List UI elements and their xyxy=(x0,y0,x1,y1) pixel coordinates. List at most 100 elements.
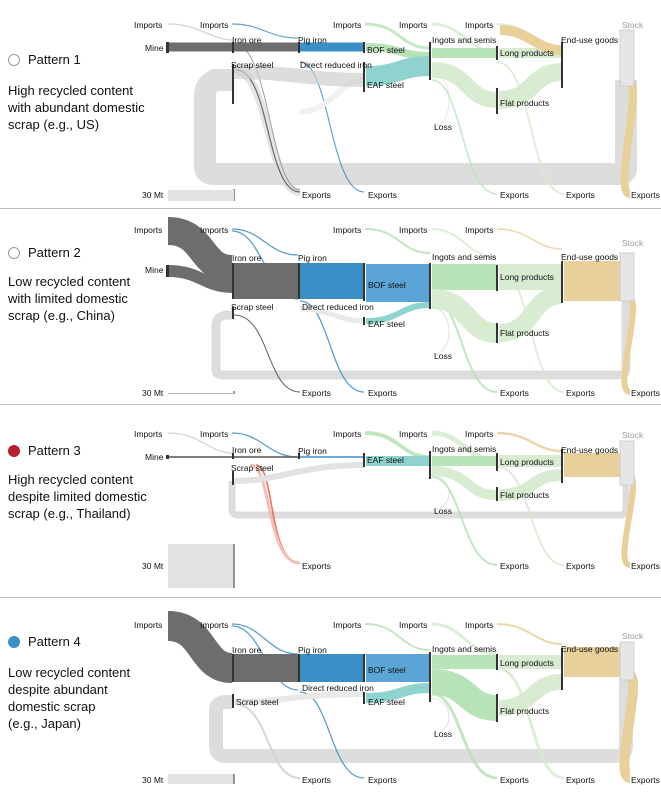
flow-imports-steel xyxy=(364,623,431,651)
flow-flat-to-enduse xyxy=(498,469,563,501)
label-ingots: Ingots and semis xyxy=(432,644,496,654)
flow-imports-ore-pig xyxy=(231,228,299,256)
label-imports-ingots: Imports xyxy=(399,225,427,235)
flow-imports-to-bof xyxy=(167,23,235,41)
flow-ingots-exports xyxy=(431,79,498,195)
label-exp-goods: Exports xyxy=(631,388,660,398)
node-scrap xyxy=(232,307,234,319)
node-flat xyxy=(496,487,498,501)
label-scale: 30 Mt xyxy=(142,190,164,200)
label-end-use: End-use goods xyxy=(561,445,618,455)
pattern-4-header: Pattern 4 xyxy=(8,634,81,649)
label-exp-products: Exports xyxy=(566,561,595,571)
flow-imports-raw-to-ore xyxy=(166,217,234,283)
flow-pig-exports xyxy=(299,691,365,779)
flow-scrap-grey xyxy=(233,462,365,484)
pattern-1-marker[interactable] xyxy=(8,53,20,66)
label-ingots: Ingots and semis xyxy=(432,444,496,454)
flow-imports-ingots xyxy=(431,228,497,258)
label-exp-goods: Exports xyxy=(631,775,660,785)
label-imports-steel: Imports xyxy=(333,620,361,630)
sankey-diagram-2: Imports Mine Imports Iron ore Scrap stee… xyxy=(134,217,660,398)
sankey-diagram-1: Imports Mine Imports Iron ore Scrap stee… xyxy=(134,20,660,201)
label-mine: Mine xyxy=(145,265,164,275)
label-exp-ingots: Exports xyxy=(500,561,529,571)
label-dri: Direct reduced iron xyxy=(302,683,374,693)
label-imports-ingots: Imports xyxy=(399,620,427,630)
node-scrap xyxy=(232,64,234,104)
pattern-2-header: Pattern 2 xyxy=(8,245,81,260)
label-long: Long products xyxy=(500,48,554,58)
node-eaf xyxy=(363,692,365,704)
label-pig-iron: Pig iron xyxy=(298,253,327,263)
label-end-use: End-use goods xyxy=(561,35,618,45)
label-exp-scrap: Exports xyxy=(302,190,331,200)
flow-ingots-loss xyxy=(429,306,450,356)
label-imports-raw: Imports xyxy=(134,429,162,439)
label-stock: Stock xyxy=(622,631,644,641)
label-eaf: EAF steel xyxy=(367,80,404,90)
pattern-3-label: Pattern 3 xyxy=(28,443,81,458)
label-exp-goods: Exports xyxy=(631,190,660,200)
label-exp-ingots: Exports xyxy=(500,775,529,785)
flow-imports-ingots xyxy=(431,622,497,656)
sankey-diagram-4: Imports Imports Iron ore Scrap steel Pig… xyxy=(134,611,660,785)
flow-ingots-to-flat xyxy=(431,466,498,500)
label-scale: 30 Mt xyxy=(142,388,164,398)
node-pig-iron xyxy=(298,654,300,682)
pattern-3-marker[interactable] xyxy=(8,444,20,457)
pattern-1-description: High recycled content with abundant dome… xyxy=(8,83,145,132)
flow-eaf-to-ingots xyxy=(365,302,431,324)
flow-bof-to-ingots xyxy=(365,43,431,60)
label-imports-raw: Imports xyxy=(134,20,162,30)
scale-bar xyxy=(168,190,234,201)
node-long xyxy=(496,46,498,60)
label-exp-ingots: Exports xyxy=(500,190,529,200)
label-flat: Flat products xyxy=(500,98,549,108)
node-eaf xyxy=(363,62,365,92)
scrap-loop xyxy=(228,475,630,519)
label-stock: Stock xyxy=(622,430,644,440)
label-imports-ingots: Imports xyxy=(399,429,427,439)
node-iron-ore xyxy=(232,42,234,53)
flow-products-exports xyxy=(496,61,565,195)
label-scrap: Scrap steel xyxy=(231,60,274,70)
node-bof xyxy=(363,42,365,53)
node-end-use xyxy=(561,42,563,88)
label-scale: 30 Mt xyxy=(142,775,164,785)
node-mine xyxy=(166,42,169,53)
label-mine: Mine xyxy=(145,43,164,53)
node-long xyxy=(496,453,498,471)
node-eaf xyxy=(363,453,365,467)
divider-3 xyxy=(0,597,661,598)
label-imports-ore: Imports xyxy=(200,429,228,439)
label-loss: Loss xyxy=(434,729,452,739)
label-exp-steel: Exports xyxy=(368,775,397,785)
flow-products-exports xyxy=(496,666,565,780)
label-stock: Stock xyxy=(622,20,644,30)
label-exp-scrap: Exports xyxy=(302,775,331,785)
label-loss: Loss xyxy=(434,506,452,516)
label-imports-steel: Imports xyxy=(333,429,361,439)
label-end-use: End-use goods xyxy=(561,644,618,654)
node-pig-iron xyxy=(298,453,300,459)
label-loss: Loss xyxy=(434,351,452,361)
scale-bar xyxy=(168,393,234,394)
flow-imports-bof xyxy=(364,22,431,50)
node-mine xyxy=(166,455,169,459)
label-exp-products: Exports xyxy=(566,775,595,785)
pattern-3-header: Pattern 3 xyxy=(8,443,81,458)
scale-bar xyxy=(168,544,234,588)
flow-ingots-exports xyxy=(431,692,498,780)
flow-ingots-to-flat xyxy=(431,289,498,343)
label-iron-ore: Iron ore xyxy=(232,35,262,45)
pattern-2-marker[interactable] xyxy=(8,246,20,259)
flow-pig-exports xyxy=(299,300,365,393)
pattern-1-label: Pattern 1 xyxy=(28,52,81,67)
pattern-4-marker[interactable] xyxy=(8,635,20,648)
node-pig-iron xyxy=(298,263,300,299)
flow-products-exports xyxy=(496,466,565,566)
label-exp-steel: Exports xyxy=(368,388,397,398)
node-iron-ore xyxy=(232,453,234,459)
label-long: Long products xyxy=(500,658,554,668)
